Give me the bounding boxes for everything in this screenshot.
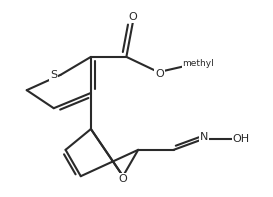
- Text: O: O: [155, 69, 164, 79]
- Text: N: N: [200, 132, 208, 142]
- Text: O: O: [118, 174, 127, 184]
- Text: OH: OH: [233, 134, 250, 144]
- Text: S: S: [50, 70, 57, 80]
- Text: O: O: [129, 12, 138, 22]
- Text: methyl: methyl: [182, 59, 214, 68]
